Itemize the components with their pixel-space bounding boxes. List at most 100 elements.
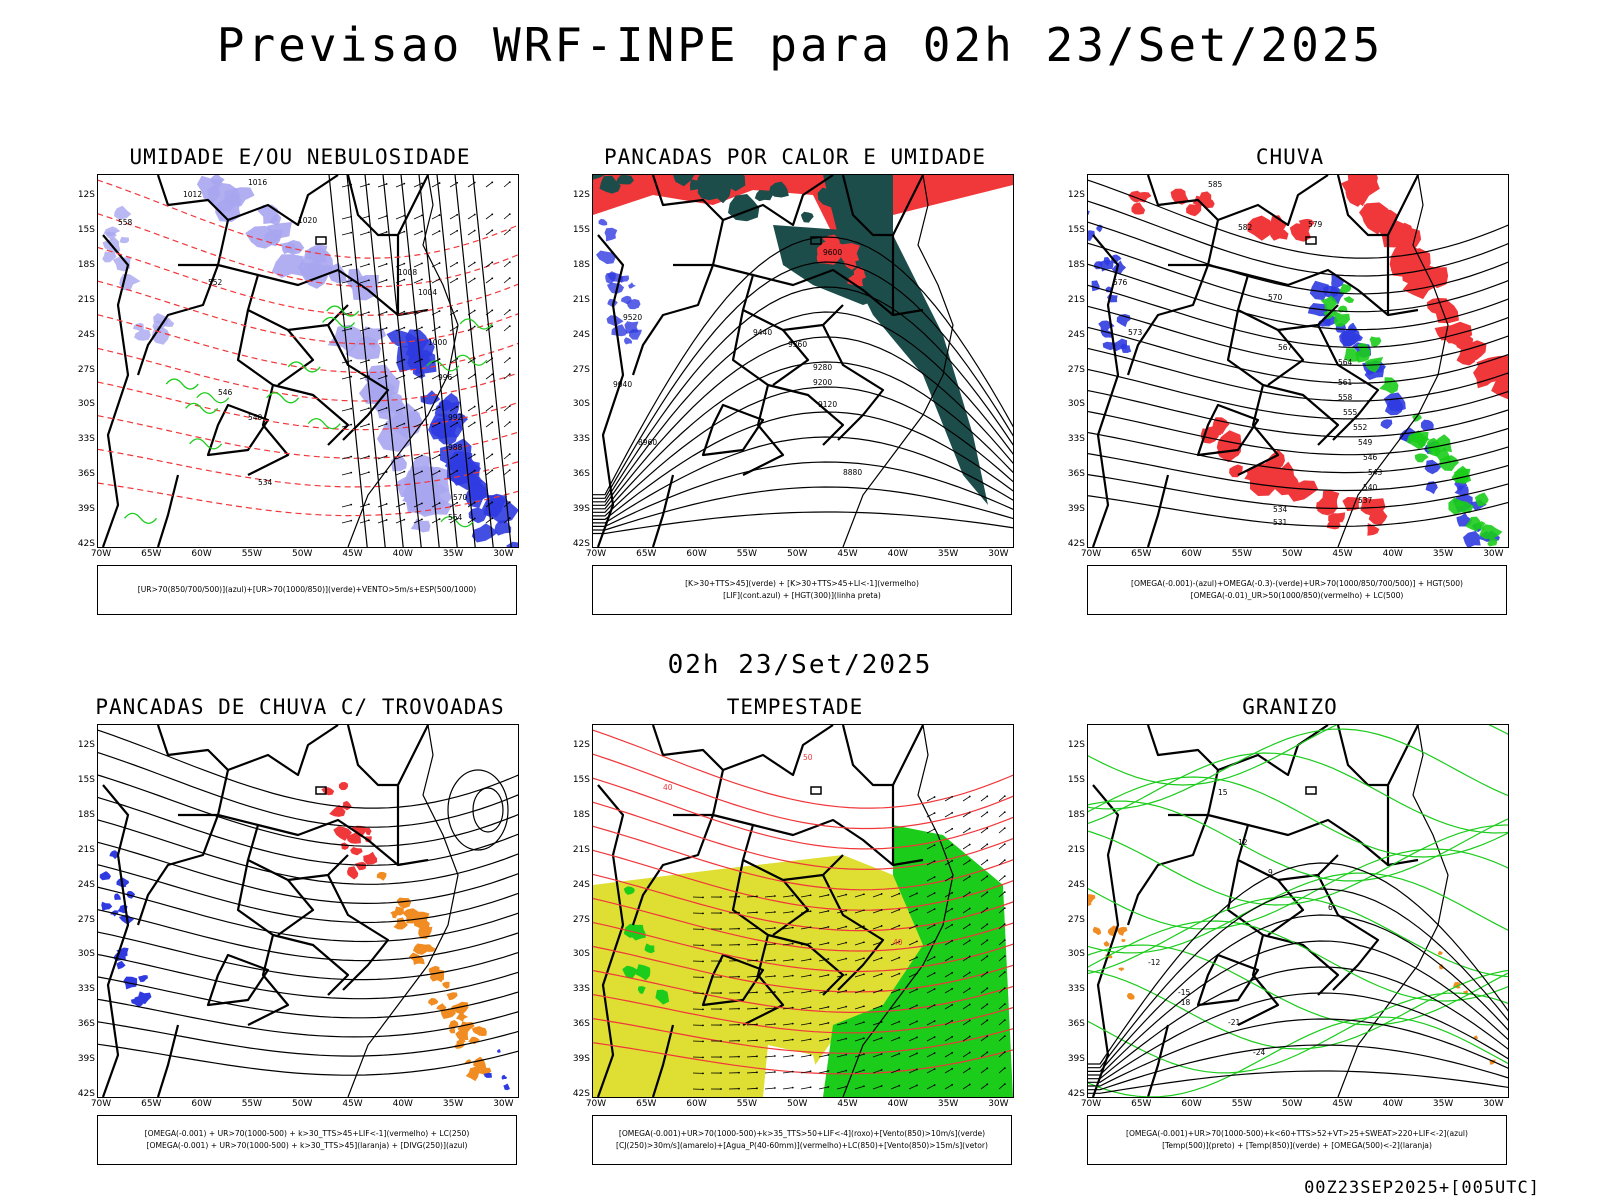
wind-vector (395, 311, 405, 316)
map-frame: 1012 1016 1020 1008 1004 1000 996 992 988 570 564 5… (97, 174, 519, 548)
height-contour (593, 386, 1013, 517)
wind-vector (746, 991, 757, 994)
wind-vector (503, 325, 511, 332)
lat-tick-label: 21S (1067, 844, 1085, 855)
wind-vector (467, 454, 475, 460)
humidity-panel: UMIDADE E/OU NEBULOSIDADE 12S 15S 18S 21S 24S… (55, 145, 545, 645)
lon-tick-label: 45W (1332, 1099, 1353, 1109)
wind-vector (962, 1068, 970, 1074)
wind-vector (944, 828, 953, 834)
country-border (822, 324, 885, 441)
humidity-core (450, 413, 468, 430)
wind-vector (863, 989, 865, 992)
wind-vector (485, 326, 493, 332)
lon-tick-label: 35W (442, 549, 464, 559)
forecast-time-label: 02h 23/Set/2025 (667, 650, 933, 680)
wind-vector (926, 1004, 935, 1010)
contour-label: 9280 (813, 363, 832, 372)
wind-vector (933, 924, 936, 926)
wind-vector (951, 971, 954, 974)
country-border (651, 474, 675, 547)
wind-vector (933, 828, 936, 830)
streamline (593, 969, 1013, 1014)
wind-vector (746, 1007, 757, 1010)
wind-vector (962, 892, 970, 898)
lon-tick-label: 60W (1181, 1099, 1202, 1109)
temp850-contour (1088, 920, 1508, 1002)
lifted-index-contour (624, 337, 632, 345)
lon-tick-label: 60W (1181, 549, 1202, 559)
wind-vector (980, 1068, 988, 1074)
thunderstorm-area (347, 866, 359, 880)
country-border (1336, 175, 1388, 237)
wind-vector (403, 230, 406, 233)
height-contour (1088, 221, 1508, 295)
instability-area (839, 243, 860, 263)
wind-vector (350, 359, 353, 362)
wind-vector (836, 1006, 847, 1010)
wind-vector (773, 1055, 776, 1057)
shower-area (393, 906, 404, 916)
streamline (98, 909, 518, 962)
wind-vector (368, 455, 370, 458)
wind-vector (764, 991, 775, 994)
wind-vector (986, 1067, 989, 1070)
humidity-area (386, 402, 423, 440)
humidity-area (102, 251, 117, 263)
wind-vector (933, 1084, 936, 1086)
wind-vector (508, 325, 511, 328)
height-contour (1088, 242, 1508, 313)
wind-vector (926, 892, 935, 898)
wind-vector (986, 843, 989, 846)
capital-marker (810, 236, 822, 245)
wind-vector (368, 183, 370, 186)
wind-vector (818, 894, 829, 898)
wind-vector (350, 375, 353, 378)
country-border (891, 725, 924, 865)
omega-green-area (1414, 453, 1429, 463)
wind-vector (951, 987, 954, 990)
map-plot (98, 725, 518, 1097)
wind-vector (968, 955, 971, 958)
height-contour (1088, 453, 1508, 492)
temp850-contour (1088, 800, 1508, 882)
contour-label: 12 (1238, 838, 1248, 847)
wind-vector (890, 893, 900, 898)
wind-vector (403, 518, 406, 521)
wind-vector (845, 925, 848, 928)
contour-label: 9440 (753, 328, 772, 337)
wind-area (644, 943, 655, 954)
pressure-contour (454, 175, 494, 547)
height-contour (1088, 368, 1508, 420)
temp500-contour (1088, 966, 1508, 1080)
wind-vector (854, 989, 865, 994)
lon-tick-label: 70W (585, 1099, 607, 1109)
country-border (1091, 784, 1120, 1097)
wind-vector (756, 943, 758, 946)
wind-vector (431, 502, 440, 508)
wind-vector (746, 943, 757, 946)
pressure-contour (382, 175, 422, 547)
wind-vector (395, 359, 405, 364)
lat-tick-label: 42S (1067, 539, 1085, 549)
humidity-area (364, 371, 384, 385)
wind-vector (818, 1054, 829, 1058)
wind-vector (827, 990, 830, 992)
wind-vector (951, 1035, 954, 1038)
contour-label: 6 (1328, 903, 1333, 912)
lat-tick-label: 39S (1067, 1054, 1085, 1065)
country-border (1126, 263, 1210, 376)
wind-vector (764, 1087, 775, 1090)
legend-line: [LIF](cont.azul) + [HGT(300)](linha pret… (723, 591, 881, 600)
thunderstorm-area (350, 847, 363, 856)
wind-vector (944, 812, 953, 818)
wind-vector (385, 423, 388, 425)
shower-area (440, 1008, 456, 1019)
wind-vector (782, 1023, 793, 1026)
wind-vector (880, 1021, 883, 1023)
lifted-index-contour (629, 329, 642, 340)
wind-vector (933, 876, 936, 878)
wind-vector (359, 327, 370, 332)
lon-tick-label: 65W (141, 549, 162, 559)
shower-area (399, 922, 408, 929)
